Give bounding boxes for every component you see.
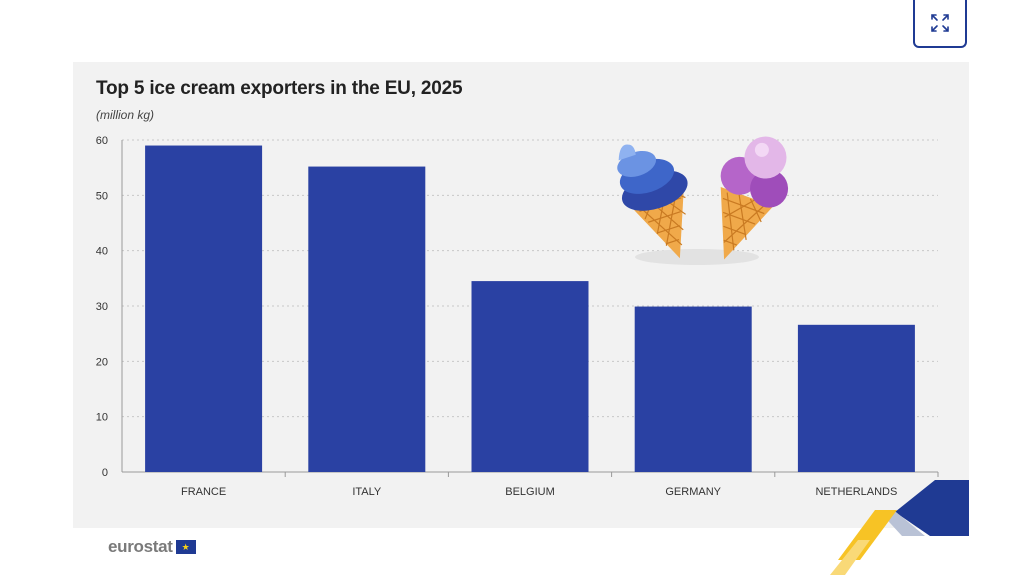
bars (145, 145, 915, 473)
y-tick-label: 30 (96, 301, 108, 313)
eurostat-logo: eurostat ★ (108, 537, 196, 557)
y-axis-ticks: 0 10 20 30 40 50 60 (96, 135, 108, 479)
expand-arrows-icon (931, 14, 949, 32)
x-tick-label: NETHERLANDS (815, 486, 897, 498)
x-tick-label: ITALY (352, 486, 382, 498)
x-tick-label: BELGIUM (505, 486, 555, 498)
bar-belgium (471, 281, 589, 472)
bar-netherlands (797, 324, 915, 472)
x-axis-ticks: FRANCE ITALY BELGIUM GERMANY NETHERLANDS (181, 472, 939, 498)
y-tick-label: 10 (96, 412, 108, 424)
bar-italy (308, 166, 426, 472)
logo-text: eurostat (108, 537, 173, 556)
y-tick-label: 60 (96, 135, 108, 147)
y-tick-label: 20 (96, 356, 108, 368)
y-tick-label: 0 (102, 467, 108, 479)
bar-france (145, 145, 263, 473)
eu-stripes-decoration (830, 480, 969, 575)
ice-cream-cones-icon (617, 136, 789, 265)
y-tick-label: 50 (96, 190, 108, 202)
eu-flag-icon: ★ (175, 540, 196, 554)
bar-germany (634, 306, 752, 472)
x-tick-label: GERMANY (665, 486, 721, 498)
chart-unit: (million kg) (96, 108, 155, 122)
chart-title: Top 5 ice cream exporters in the EU, 202… (96, 78, 463, 99)
expand-button[interactable] (913, 0, 967, 48)
y-tick-label: 40 (96, 246, 108, 258)
x-tick-label: FRANCE (181, 486, 226, 498)
